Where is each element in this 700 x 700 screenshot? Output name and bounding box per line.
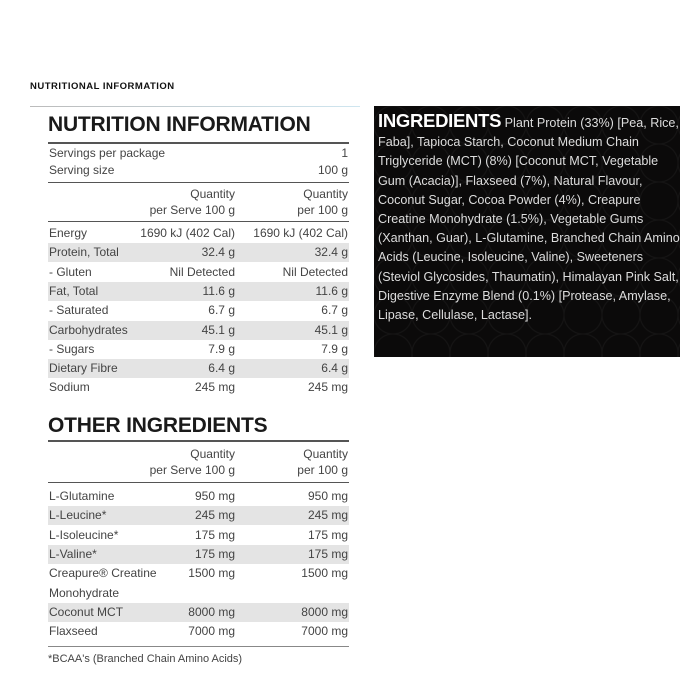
value-cell: 175 mg	[194, 546, 235, 561]
value-cell: 6.4 g	[208, 361, 235, 376]
value-cell: 6.7 g	[321, 303, 348, 318]
label-cell: Coconut MCT	[49, 604, 124, 619]
value-cell: 6.7 g	[208, 303, 235, 318]
value-cell: 1690 kJ (402 Cal)	[253, 226, 348, 240]
col2-line1: Quantity	[303, 187, 348, 201]
col2-line2: per 100 g	[297, 203, 348, 217]
value-cell: 45.1 g	[314, 322, 348, 337]
value-cell: 6.4 g	[321, 361, 348, 376]
table-row: L-Isoleucine* 175 mg 175 mg	[48, 526, 349, 545]
label-cell: Flaxseed	[49, 624, 98, 639]
label-cell: - Gluten	[49, 264, 92, 279]
col1-line1: Quantity	[190, 447, 235, 461]
value-cell: 7.9 g	[208, 341, 235, 356]
ingredients-title: INGREDIENTS	[378, 110, 502, 131]
value-cell: 45.1 g	[201, 322, 235, 337]
label: Serving size	[49, 163, 115, 177]
value-cell: 1500 mg	[188, 566, 235, 581]
value-cell: 245 mg	[194, 508, 235, 523]
value-cell: 175 mg	[307, 527, 348, 542]
value-cell: 950 mg	[194, 489, 235, 503]
divider	[30, 106, 360, 107]
footnote: *BCAA's (Branched Chain Amino Acids)	[48, 653, 243, 665]
value-cell: 175 mg	[194, 527, 235, 542]
value-cell: 8000 mg	[188, 604, 235, 619]
table-row: Sodium 245 mg 245 mg	[48, 378, 349, 397]
label-cell: L-Glutamine	[49, 489, 115, 503]
serving-size-row: Serving size 100 g	[48, 161, 349, 180]
value-cell: 32.4 g	[314, 245, 348, 260]
table-row: Energy 1690 kJ (402 Cal) 1690 kJ (402 Cal)	[48, 224, 349, 243]
value-cell: Nil Detected	[282, 264, 348, 279]
value-cell: 32.4 g	[201, 245, 235, 260]
table-row: L-Valine* 175 mg 175 mg	[48, 544, 349, 564]
value: 1	[341, 146, 348, 160]
table-row: Carbohydrates 45.1 g 45.1 g	[48, 320, 349, 340]
table-row: Dietary Fibre 6.4 g 6.4 g	[48, 359, 349, 379]
table-row: Protein, Total 32.4 g 32.4 g	[48, 243, 349, 263]
column-headers: Quantity per Serve 100 g Quantity per 100 …	[48, 186, 349, 218]
value-cell: Nil Detected	[169, 264, 235, 279]
label-cell: L-Leucine*	[49, 508, 107, 523]
column-headers: Quantity per Serve 100 g Quantity per 100 …	[48, 446, 349, 478]
value: 100 g	[317, 163, 348, 177]
table-row: L-Leucine* 245 mg 245 mg	[48, 506, 349, 526]
divider	[48, 221, 349, 222]
col1-line2: per Serve 100 g	[149, 463, 235, 477]
table-row: - Sugars 7.9 g 7.9 g	[48, 340, 349, 359]
table-row: Flaxseed 7000 mg 7000 mg	[48, 622, 349, 641]
label-cell: Monohydrate	[49, 585, 120, 600]
label-cell: Protein, Total	[49, 245, 119, 260]
label-cell: Creapure® Creatine	[49, 566, 157, 581]
label-cell: Dietary Fibre	[49, 361, 118, 376]
table-row: Fat, Total 11.6 g 11.6 g	[48, 281, 349, 301]
label-cell: Sodium	[49, 380, 90, 395]
value-cell: 11.6 g	[315, 283, 348, 298]
label-cell: Carbohydrates	[49, 322, 128, 337]
ingredients-text: Plant Protein (33%) [Pea, Rice, Faba], T…	[378, 116, 680, 323]
ingredients-panel: INGREDIENTS Plant Protein (33%) [Pea, Ri…	[374, 106, 680, 357]
divider	[48, 646, 349, 647]
value-cell: 950 mg	[307, 489, 348, 503]
value-cell: 245 mg	[307, 380, 348, 395]
table-row: Creapure® Creatine 1500 mg 1500 mg	[48, 564, 349, 583]
divider	[48, 440, 349, 442]
value-cell: 175 mg	[307, 546, 348, 561]
col2-line2: per 100 g	[297, 463, 348, 477]
divider	[48, 182, 349, 183]
table-row: Monohydrate	[48, 584, 349, 603]
nutrition-title: NUTRITION INFORMATION	[48, 113, 311, 136]
table-row: Coconut MCT 8000 mg 8000 mg	[48, 602, 349, 622]
divider	[48, 142, 349, 144]
label-cell: L-Isoleucine*	[49, 527, 119, 542]
table-row: - Saturated 6.7 g 6.7 g	[48, 301, 349, 320]
value-cell: 8000 mg	[301, 604, 348, 619]
col1-line2: per Serve 100 g	[149, 203, 235, 217]
value-cell: 7.9 g	[321, 341, 348, 356]
section-header: NUTRITIONAL INFORMATION	[30, 81, 175, 92]
label-cell: Fat, Total	[49, 283, 99, 298]
table-row: - Gluten Nil Detected Nil Detected	[48, 263, 349, 282]
value-cell: 1690 kJ (402 Cal)	[140, 226, 235, 240]
value-cell: 7000 mg	[188, 624, 235, 639]
col1-line1: Quantity	[190, 187, 235, 201]
other-ingredients-title: OTHER INGREDIENTS	[48, 414, 268, 437]
value-cell: 245 mg	[307, 508, 348, 523]
table-row: L-Glutamine 950 mg 950 mg	[48, 487, 349, 506]
label-cell: - Saturated	[49, 303, 109, 318]
value-cell: 1500 mg	[301, 566, 348, 581]
label: Servings per package	[49, 146, 166, 160]
label-cell: Energy	[49, 226, 88, 240]
value-cell: 11.6 g	[202, 283, 235, 298]
servings-row: Servings per package 1	[48, 144, 349, 163]
divider	[48, 482, 349, 483]
label-cell: L-Valine*	[49, 546, 97, 561]
value-cell: 7000 mg	[301, 624, 348, 639]
col2-line1: Quantity	[303, 447, 348, 461]
value-cell: 245 mg	[194, 380, 235, 395]
label-cell: - Sugars	[49, 341, 95, 356]
